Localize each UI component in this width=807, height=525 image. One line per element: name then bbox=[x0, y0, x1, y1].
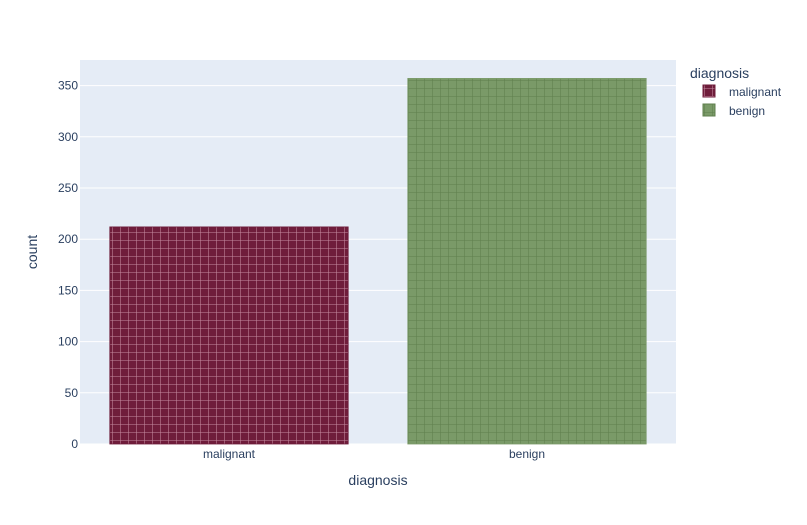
y-axis-tick-labels: 0 50 100 150 200 250 300 350 bbox=[58, 79, 78, 451]
bar-benign[interactable] bbox=[407, 78, 647, 445]
x-axis-tick-labels: malignant benign bbox=[203, 447, 545, 461]
y-tick-label: 350 bbox=[58, 79, 78, 93]
y-tick-label: 0 bbox=[71, 437, 78, 451]
bars-layer bbox=[109, 78, 647, 445]
y-tick-label: 250 bbox=[58, 181, 78, 195]
x-tick-label-benign: benign bbox=[509, 447, 545, 461]
y-axis-title: count bbox=[24, 235, 40, 269]
bar-malignant[interactable] bbox=[109, 226, 349, 445]
legend-swatch-malignant bbox=[702, 84, 716, 98]
legend-label-benign: benign bbox=[729, 104, 765, 118]
y-tick-label: 300 bbox=[58, 130, 78, 144]
y-tick-label: 150 bbox=[58, 283, 78, 297]
legend-swatch-benign bbox=[702, 103, 716, 117]
y-tick-label: 100 bbox=[58, 335, 78, 349]
legend: diagnosis malignant benign bbox=[690, 65, 782, 118]
legend-title: diagnosis bbox=[690, 65, 749, 81]
legend-item-malignant[interactable]: malignant bbox=[702, 84, 782, 99]
y-tick-label: 200 bbox=[58, 232, 78, 246]
legend-label-malignant: malignant bbox=[729, 85, 782, 99]
x-axis-title: diagnosis bbox=[348, 472, 407, 488]
y-tick-label: 50 bbox=[65, 386, 79, 400]
legend-item-benign[interactable]: benign bbox=[702, 103, 765, 118]
x-tick-label-malignant: malignant bbox=[203, 447, 256, 461]
